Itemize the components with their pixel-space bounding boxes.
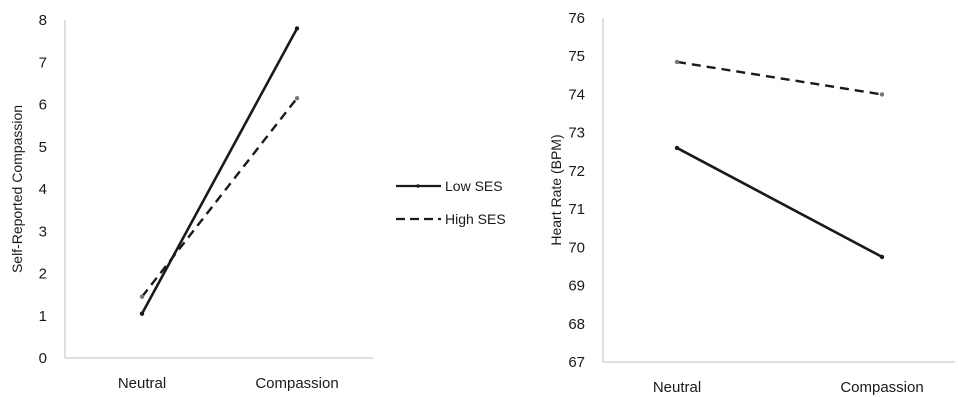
series-line-high-ses (676, 60, 883, 96)
legend-label: Low SES (445, 178, 503, 194)
y-tick-label: 3 (39, 223, 47, 240)
y-tick-label: 69 (568, 278, 585, 295)
x-tick-label: Neutral (653, 379, 701, 396)
data-point-high-ses (294, 95, 300, 101)
y-tick-label: 0 (39, 350, 47, 367)
data-point-high-ses (674, 59, 680, 65)
legend-label: High SES (445, 211, 506, 227)
series-line-high-ses (141, 97, 298, 298)
data-point-low-ses (139, 311, 145, 316)
y-axis-title: Heart Rate (BPM) (548, 134, 564, 245)
y-tick-label: 2 (39, 266, 47, 283)
series-line-low-ses (140, 27, 299, 315)
left-chart-panel: 0 1 2 3 4 5 6 7 8 Neutral Compassion Self-Reported … (9, 12, 373, 392)
right-chart-panel: 67 68 69 70 71 72 73 74 75 76 Neutral Compassion Hea… (548, 10, 955, 396)
y-tick-label: 8 (39, 12, 47, 29)
y-tick-label: 70 (568, 239, 585, 256)
data-point-low-ses (674, 145, 680, 151)
series-line-low-ses (676, 146, 883, 259)
y-tick-label: 4 (39, 181, 47, 198)
y-tick-label: 72 (568, 163, 585, 180)
data-point-high-ses (139, 294, 145, 299)
legend-marker (416, 184, 420, 188)
data-point-low-ses (879, 254, 885, 260)
y-axis-title: Self-Reported Compassion (9, 105, 25, 273)
x-tick-label: Neutral (118, 375, 166, 392)
data-point-low-ses (294, 26, 300, 31)
y-tick-label: 68 (568, 316, 585, 333)
y-tick-label: 74 (568, 86, 585, 103)
y-tick-label: 73 (568, 125, 585, 142)
x-tick-label: Compassion (840, 379, 923, 396)
y-tick-label: 67 (568, 354, 585, 371)
y-tick-label: 71 (568, 201, 585, 218)
y-tick-label: 7 (39, 54, 47, 71)
y-tick-label: 5 (39, 139, 47, 156)
y-tick-label: 75 (568, 48, 585, 65)
y-tick-label: 1 (39, 308, 47, 325)
x-tick-label: Compassion (255, 375, 338, 392)
y-tick-label: 76 (568, 10, 585, 27)
legend: Low SES High SES (396, 178, 506, 227)
y-tick-label: 6 (39, 97, 47, 114)
data-point-high-ses (879, 92, 885, 97)
